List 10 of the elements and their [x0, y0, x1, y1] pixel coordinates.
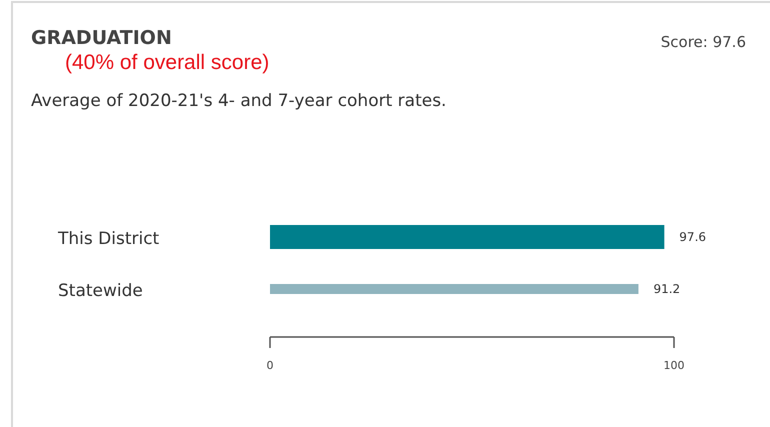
data-label: 97.6 — [679, 230, 706, 244]
data-label: 91.2 — [653, 282, 680, 296]
x-tick-label: 100 — [664, 359, 684, 372]
text: Average of 2020-21's 4- and 7-year cohort rates. — [31, 91, 446, 111]
text: GRADUATION — [31, 27, 172, 49]
y-tick-label: Statewide — [58, 281, 143, 301]
y-tick-label: This District — [57, 229, 160, 249]
x-tick-label: 0 — [266, 359, 274, 372]
chart-subtitle: (40% of overall score) — [65, 51, 270, 74]
text: Score: 97.6 — [660, 33, 746, 51]
